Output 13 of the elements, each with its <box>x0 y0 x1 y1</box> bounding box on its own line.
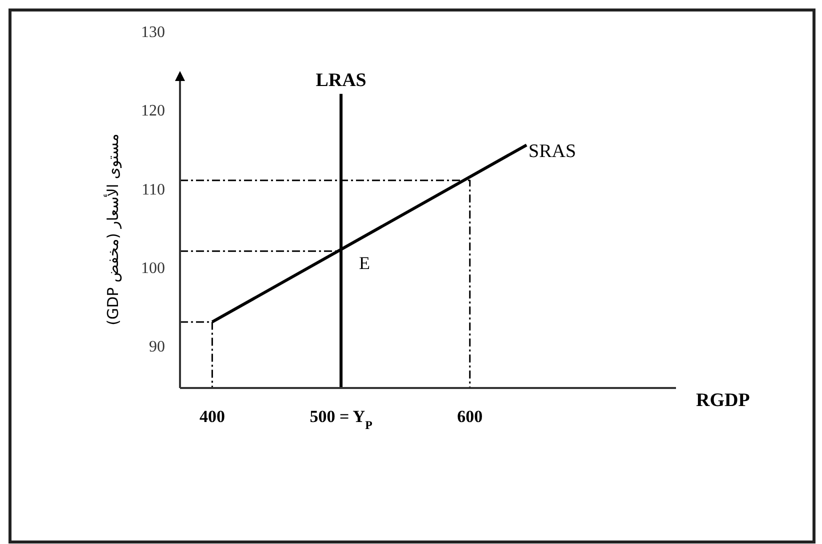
x-tick-label: 500 = Y$_{P}$ <box>310 407 372 432</box>
y-tick-label: 120 <box>141 102 165 120</box>
x-axis-title: RGDP <box>696 390 750 411</box>
y-tick-label: 100 <box>141 260 165 277</box>
x-tick-label: 600 <box>457 407 483 426</box>
series-label: LRAS <box>316 70 366 91</box>
y-tick-label: 110 <box>142 181 165 198</box>
x-tick-label: 400 <box>199 407 225 426</box>
y-tick-label: 90 <box>149 338 165 356</box>
annotation: E <box>359 253 370 274</box>
series-label: SRAS <box>528 141 576 162</box>
y-tick-label: 130 <box>141 24 165 41</box>
y-axis-title: مستوى الأسعار (مخفض GDP) <box>103 134 122 326</box>
